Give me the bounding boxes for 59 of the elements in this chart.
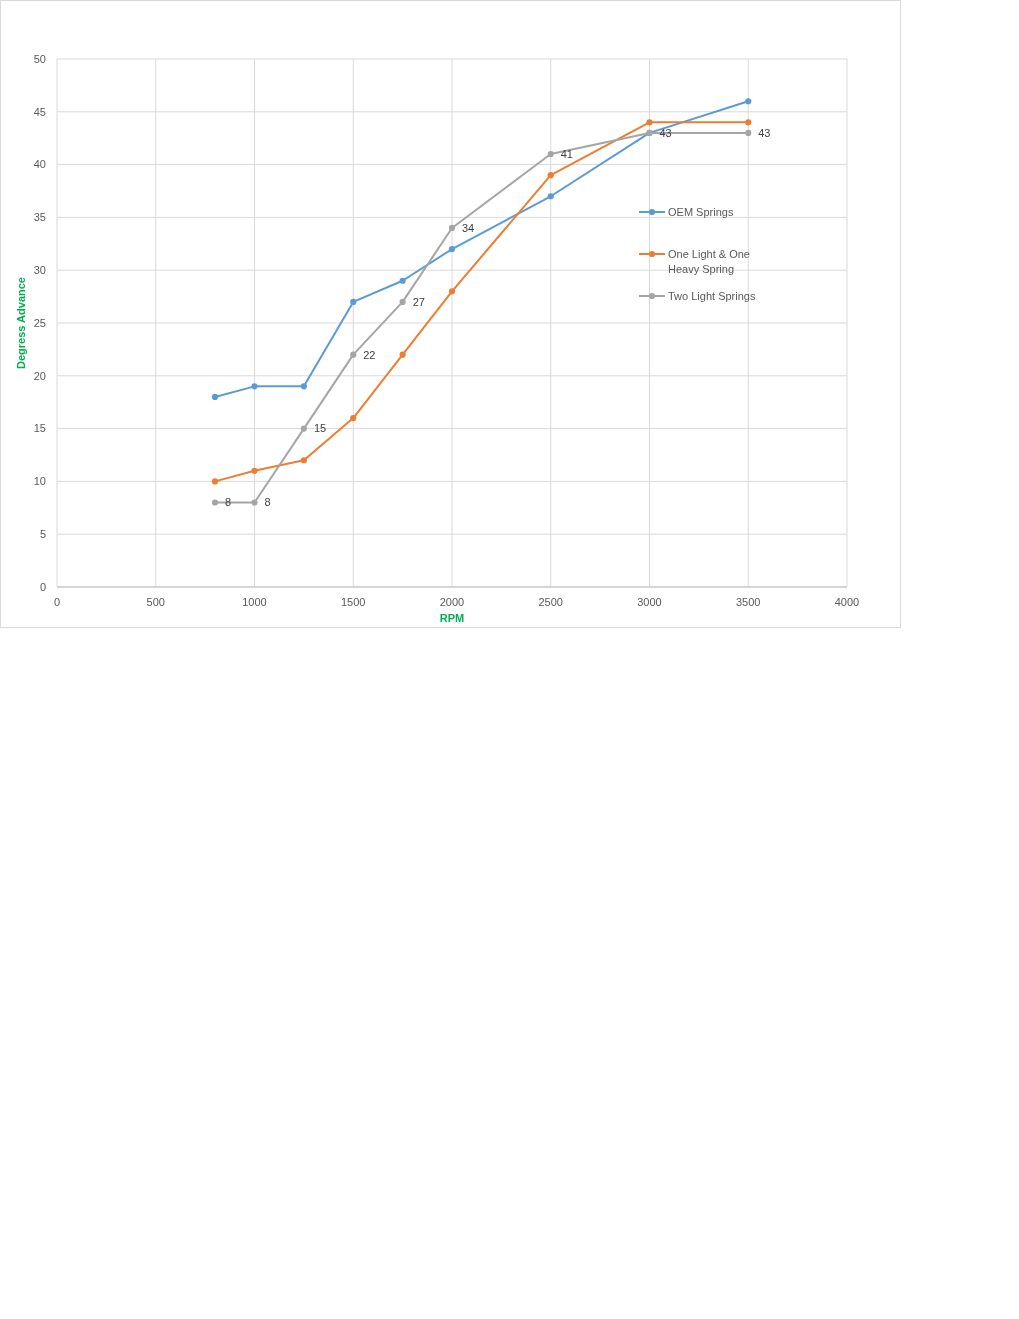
legend-label: One Light & One Heavy Spring (668, 247, 750, 275)
point (399, 351, 406, 358)
y-tick-label: 0 (39, 580, 46, 593)
x-tick-label: 2000 (439, 595, 465, 608)
point (448, 288, 456, 295)
point (448, 246, 456, 253)
point (547, 172, 554, 179)
x-tick-label: 4000 (834, 595, 860, 608)
data-label: 43 (659, 126, 672, 139)
point (399, 277, 406, 284)
x-tick-label: 1000 (242, 595, 267, 608)
point (547, 193, 554, 200)
point (399, 298, 406, 305)
x-tick-label: 1500 (341, 595, 366, 608)
point (251, 467, 258, 474)
y-tick-label: 50 (33, 52, 46, 65)
point (547, 150, 554, 158)
y-tick-label: 30 (33, 264, 46, 277)
x-tick-label: 500 (146, 595, 165, 608)
point (448, 224, 456, 232)
point (745, 129, 752, 136)
point (745, 98, 752, 105)
legend-label: OEM Springs (668, 205, 734, 218)
point (300, 457, 307, 464)
data-label: 27 (412, 295, 425, 308)
y-tick-label: 35 (33, 211, 46, 224)
point (300, 425, 307, 432)
point (251, 499, 258, 506)
y-tick-label: 5 (39, 528, 46, 541)
y-tick-label: 40 (33, 158, 46, 171)
y-axis-title: Degress Advance (14, 277, 27, 369)
point (251, 383, 258, 390)
point (350, 414, 357, 422)
data-label: 22 (363, 348, 376, 361)
point (646, 119, 653, 126)
y-tick-label: 45 (33, 105, 46, 118)
x-tick-label: 3000 (637, 595, 662, 608)
point (211, 393, 219, 400)
x-tick-label: 2500 (538, 595, 563, 608)
data-label: 41 (560, 147, 573, 160)
x-tick-label: 0 (53, 595, 61, 608)
y-tick-label: 15 (33, 422, 46, 435)
data-label: 15 (313, 422, 327, 435)
point (745, 119, 752, 126)
x-axis-title: RPM (439, 611, 465, 624)
y-tick-label: 10 (33, 475, 46, 488)
y-tick-label: 25 (33, 316, 46, 329)
data-label: 34 (462, 221, 475, 234)
legend-label: Two Light Springs (668, 289, 756, 302)
point (211, 499, 219, 506)
y-tick-label: 20 (33, 369, 46, 382)
x-tick-label: 3500 (736, 595, 761, 608)
point (211, 478, 219, 485)
data-label: 8 (225, 496, 232, 509)
point (350, 351, 357, 358)
data-label: 43 (758, 126, 771, 139)
point (300, 383, 307, 390)
data-label: 8 (264, 496, 271, 509)
point (350, 298, 357, 305)
